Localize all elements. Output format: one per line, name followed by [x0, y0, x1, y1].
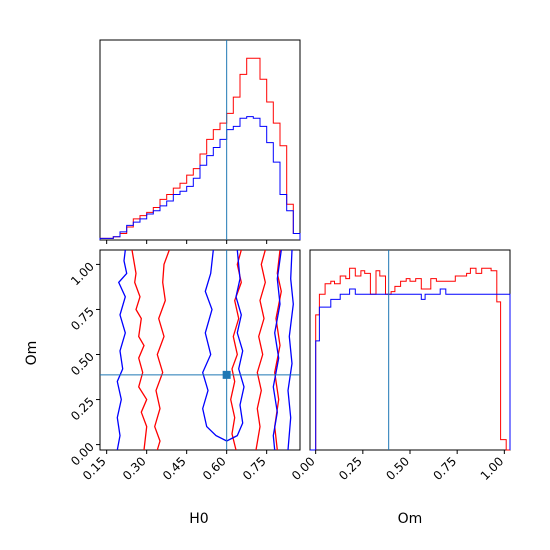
x-tick-label: 0.50	[383, 454, 412, 483]
contour-frame	[99, 249, 301, 451]
contour-lines	[116, 250, 294, 450]
y-axis-label-om: Om	[24, 341, 40, 366]
histogram-step-series-1	[310, 267, 510, 451]
y-tick-label: 0.50	[68, 350, 97, 379]
histogram-step-series-2	[310, 288, 511, 451]
contour-line-series-2	[202, 250, 245, 442]
y-tick-label: 0.25	[68, 395, 97, 424]
y-tick-label: 0.75	[68, 305, 97, 334]
h0-om-contour-panel: 0.15 0.30 0.45 0.60 0.750.000.250.500.751.00	[68, 250, 300, 483]
x-tick-label: 1.00	[478, 454, 507, 483]
x-axis-label-om: Om	[398, 511, 423, 527]
truth-marker	[222, 370, 231, 379]
histogram-step-series-1	[99, 57, 301, 240]
y-tick-label: 1.00	[68, 259, 97, 288]
x-tick-label: 0.45	[160, 454, 189, 483]
contour-line-series-1	[230, 250, 242, 450]
contour-line-series-2	[287, 250, 294, 450]
om-histogram: 0.00 0.25 0.50 0.75 1.00	[289, 250, 511, 483]
contour-line-series-1	[154, 250, 170, 450]
x-tick-label: 0.60	[200, 454, 229, 483]
x-tick-label: 0.75	[430, 454, 459, 483]
x-axis-label-h0: H0	[189, 511, 208, 527]
contour-line-series-1	[255, 250, 266, 450]
histogram-step-series-2	[99, 116, 301, 240]
contour-line-series-2	[116, 250, 128, 450]
x-tick-label: 0.00	[289, 454, 318, 483]
h0-histogram-frame	[99, 39, 301, 241]
x-tick-label: 0.75	[240, 454, 269, 483]
x-tick-label: 0.30	[120, 454, 149, 483]
x-tick-label: 0.25	[336, 454, 365, 483]
h0-histogram	[99, 40, 301, 244]
contour-line-series-2	[272, 250, 282, 450]
contour-line-series-1	[131, 250, 148, 450]
